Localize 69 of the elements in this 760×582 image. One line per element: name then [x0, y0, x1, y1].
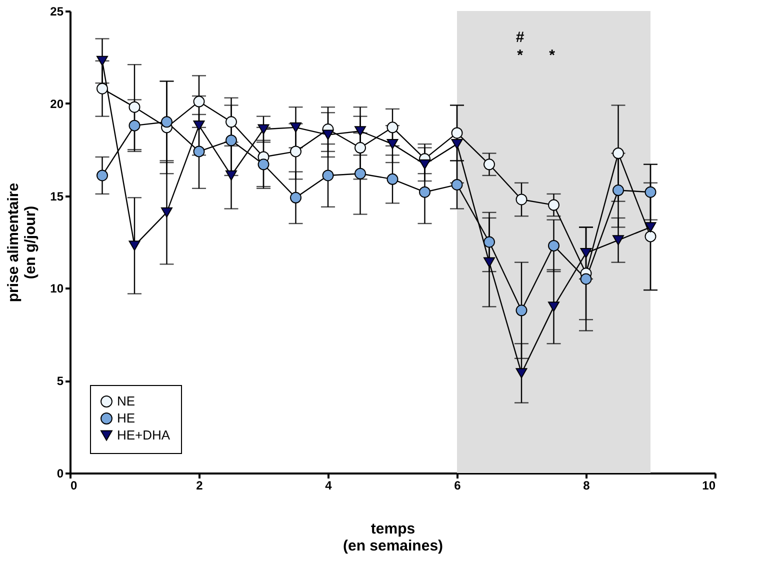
point: [644, 186, 656, 198]
x-tick-label: 6: [454, 478, 462, 492]
point: [419, 159, 430, 170]
point: [644, 230, 656, 242]
annotation: *: [517, 47, 524, 64]
point: [612, 148, 624, 160]
point: [193, 146, 205, 158]
point: [128, 120, 140, 132]
point: [419, 186, 430, 198]
legend-label: NE: [117, 394, 136, 408]
point: [322, 130, 334, 140]
point: [226, 170, 237, 181]
point: [548, 240, 560, 252]
point: [612, 184, 624, 196]
point: [644, 222, 656, 232]
point: [548, 302, 560, 312]
point: [290, 146, 302, 158]
point: [451, 127, 463, 139]
y-tick-label: 20: [50, 96, 64, 111]
x-axis-title: temps (en semaines): [342, 520, 444, 554]
point: [386, 173, 398, 185]
point: [322, 170, 334, 182]
point: [96, 56, 108, 66]
y-axis-title: prise alimentaire (en g/jour): [5, 182, 40, 302]
point: [484, 236, 495, 248]
point: [193, 96, 205, 108]
point: [161, 116, 172, 128]
point: [128, 240, 140, 251]
y-tick-label: 25: [50, 4, 64, 18]
point: [290, 122, 302, 132]
point: [226, 134, 237, 146]
x-tick-label: 0: [70, 478, 78, 492]
x-tick-label: 4: [325, 478, 332, 492]
x-tick-label: 10: [702, 478, 716, 492]
point: [193, 120, 205, 131]
point: [290, 192, 302, 204]
point: [386, 139, 398, 150]
y-tick-label: 15: [50, 189, 64, 204]
point: [354, 126, 366, 136]
point: [226, 116, 237, 128]
x-tick-label: 8: [583, 478, 590, 492]
point: [96, 82, 108, 94]
legend-label: HE: [117, 410, 136, 426]
point: [258, 124, 270, 134]
x-tick-label: 2: [196, 478, 204, 492]
point: [516, 194, 528, 206]
legend-label: HE+DHA: [117, 428, 170, 442]
point: [161, 207, 172, 218]
y-tick-label: 0: [56, 466, 64, 480]
y-tick-label: 5: [56, 374, 64, 388]
point: [96, 170, 108, 182]
point: [516, 368, 528, 378]
point: [128, 101, 140, 113]
point: [354, 168, 366, 180]
point: [451, 178, 463, 190]
point: [612, 235, 624, 246]
point: [580, 273, 592, 285]
point: [580, 248, 592, 258]
point: [258, 158, 270, 170]
point: [354, 142, 366, 154]
point: [451, 139, 463, 150]
annotation: #: [516, 29, 525, 46]
annotation: *: [549, 47, 556, 64]
point: [484, 158, 495, 170]
y-tick-label: 10: [50, 282, 64, 296]
point: [516, 304, 528, 316]
point: [548, 199, 560, 211]
point: [484, 257, 495, 268]
point: [386, 122, 398, 134]
